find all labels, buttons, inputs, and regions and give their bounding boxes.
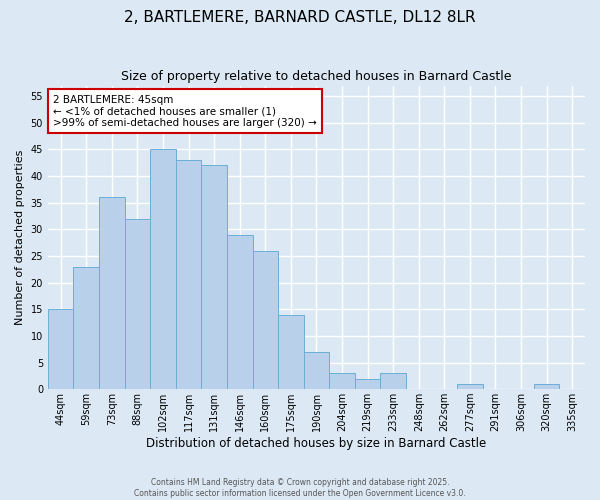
Bar: [329, 373, 355, 389]
Text: Contains HM Land Registry data © Crown copyright and database right 2025.
Contai: Contains HM Land Registry data © Crown c…: [134, 478, 466, 498]
Bar: [457, 384, 482, 389]
Bar: [202, 166, 227, 389]
Bar: [150, 150, 176, 389]
Bar: [355, 378, 380, 389]
Bar: [176, 160, 202, 389]
X-axis label: Distribution of detached houses by size in Barnard Castle: Distribution of detached houses by size …: [146, 437, 487, 450]
Y-axis label: Number of detached properties: Number of detached properties: [15, 150, 25, 325]
Bar: [534, 384, 559, 389]
Bar: [380, 373, 406, 389]
Bar: [99, 198, 125, 389]
Text: 2 BARTLEMERE: 45sqm
← <1% of detached houses are smaller (1)
>99% of semi-detach: 2 BARTLEMERE: 45sqm ← <1% of detached ho…: [53, 94, 317, 128]
Bar: [227, 234, 253, 389]
Bar: [253, 250, 278, 389]
Bar: [125, 218, 150, 389]
Title: Size of property relative to detached houses in Barnard Castle: Size of property relative to detached ho…: [121, 70, 512, 83]
Bar: [48, 310, 73, 389]
Bar: [278, 314, 304, 389]
Bar: [73, 266, 99, 389]
Bar: [304, 352, 329, 389]
Text: 2, BARTLEMERE, BARNARD CASTLE, DL12 8LR: 2, BARTLEMERE, BARNARD CASTLE, DL12 8LR: [124, 10, 476, 25]
